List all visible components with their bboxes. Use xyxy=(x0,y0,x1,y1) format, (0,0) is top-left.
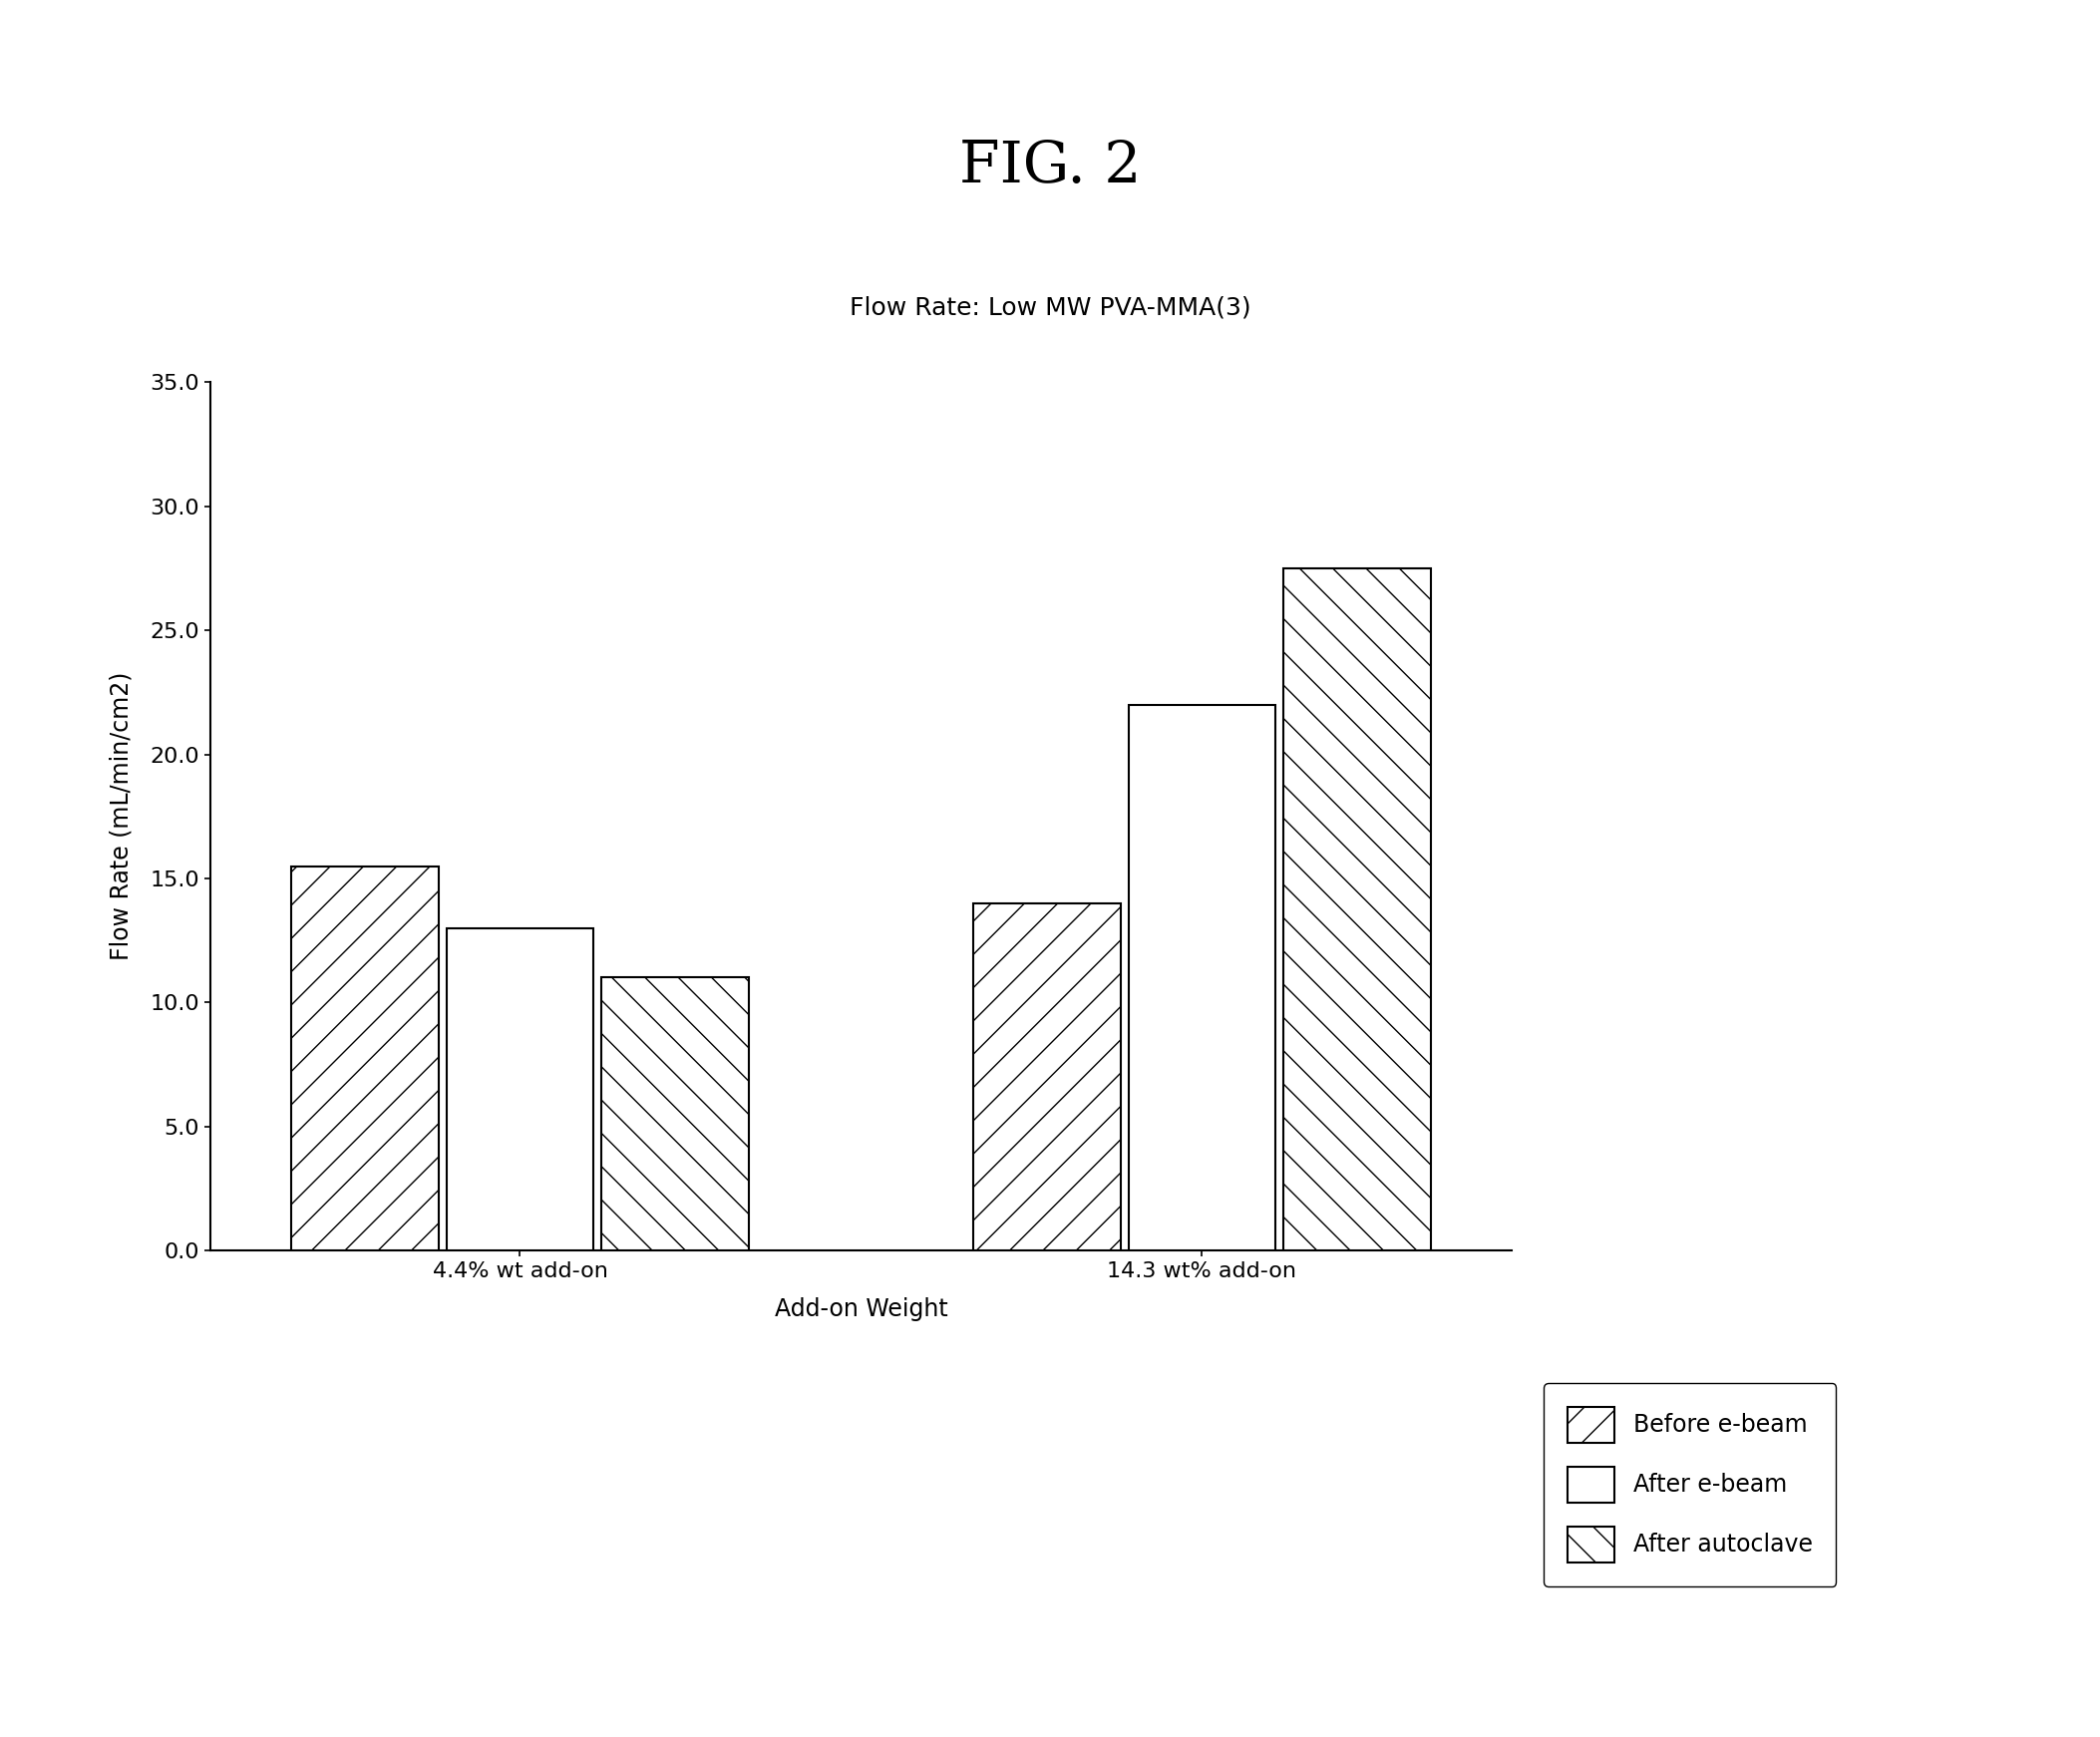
Bar xyxy=(601,978,748,1251)
Bar xyxy=(447,928,594,1251)
Legend: Before e-beam, After e-beam, After autoclave: Before e-beam, After e-beam, After autoc… xyxy=(1544,1383,1835,1586)
X-axis label: Add-on Weight: Add-on Weight xyxy=(775,1298,947,1322)
Text: Flow Rate: Low MW PVA-MMA(3): Flow Rate: Low MW PVA-MMA(3) xyxy=(848,295,1252,320)
Bar xyxy=(292,867,439,1251)
Text: FIG. 2: FIG. 2 xyxy=(960,139,1140,195)
Bar xyxy=(1128,705,1275,1251)
Y-axis label: Flow Rate (mL/min/cm2): Flow Rate (mL/min/cm2) xyxy=(109,672,134,961)
Bar xyxy=(974,903,1121,1251)
Bar xyxy=(1283,568,1430,1251)
